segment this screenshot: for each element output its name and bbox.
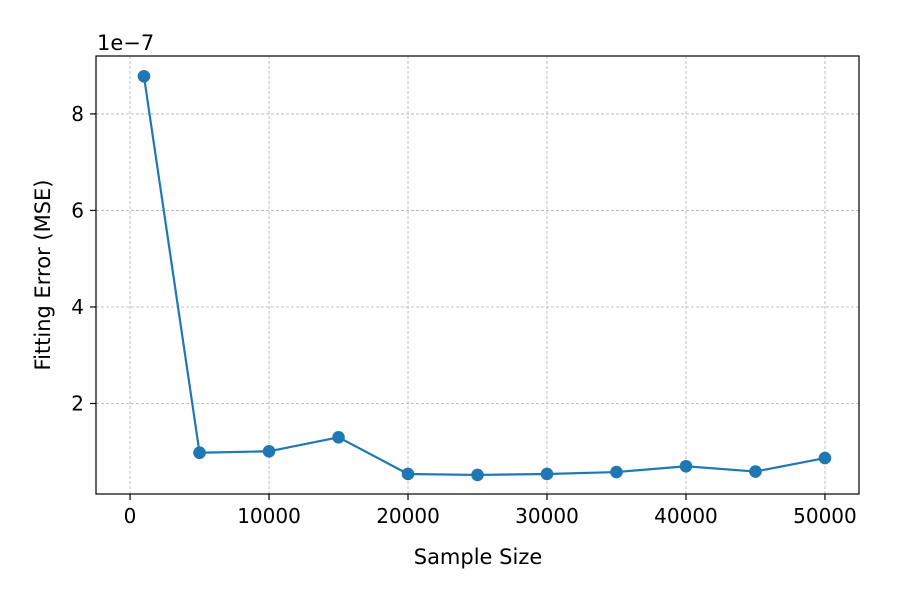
plot-area-frame	[95, 55, 860, 495]
data-point	[137, 69, 151, 83]
data-point	[749, 465, 762, 478]
y-tick-label: 6	[71, 198, 84, 222]
data-point	[540, 467, 554, 481]
x-tick-label: 50000	[793, 504, 857, 528]
data-point	[332, 430, 345, 444]
data-point	[679, 459, 693, 473]
data-point	[262, 444, 276, 458]
y-tick-label: 2	[71, 392, 84, 416]
x-tick-label: 0	[124, 504, 137, 528]
data-point	[610, 465, 623, 479]
x-tick-label: 40000	[654, 504, 718, 528]
data-point	[471, 468, 484, 482]
x-tick-label: 10000	[237, 504, 301, 528]
y-axis-offset-label: 1e−7	[97, 31, 154, 55]
y-tick-label: 8	[71, 102, 84, 126]
data-point	[193, 446, 206, 460]
y-tick-label: 4	[71, 295, 84, 319]
grid	[96, 56, 859, 494]
x-tick-label: 20000	[376, 504, 440, 528]
data-point	[401, 467, 415, 481]
series-layer	[137, 69, 832, 482]
y-axis-label: Fitting Error (MSE)	[31, 180, 55, 371]
axes: 0 10000 20000 30000 40000 50000 2 4 6 8	[71, 102, 856, 528]
x-tick-label: 30000	[515, 504, 579, 528]
data-point	[818, 451, 832, 465]
x-axis-label: Sample Size	[414, 545, 543, 569]
